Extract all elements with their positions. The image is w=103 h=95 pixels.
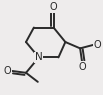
Text: O: O — [4, 66, 12, 76]
Text: O: O — [50, 2, 57, 12]
Text: N: N — [35, 52, 43, 62]
Text: O: O — [94, 40, 101, 50]
Text: O: O — [78, 62, 86, 72]
